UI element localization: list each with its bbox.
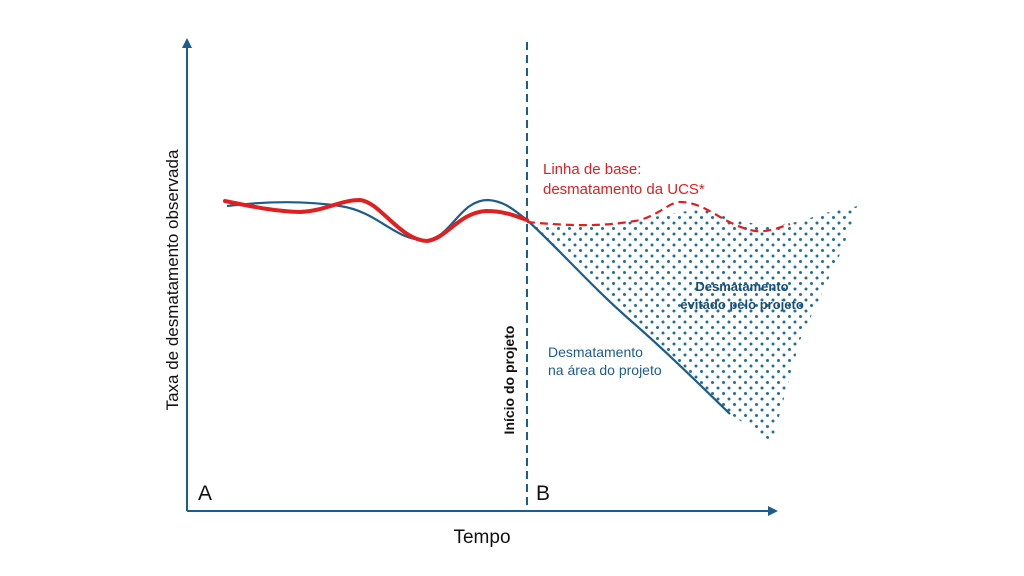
x-axis-arrow-icon	[768, 506, 778, 516]
project-deforestation-line	[226, 198, 731, 415]
avoided-label-line2: evitado pelo projeto	[680, 297, 804, 312]
baseline-projection-line	[526, 200, 791, 233]
project-start-label: Início do projeto	[501, 325, 517, 435]
y-axis-arrow-icon	[182, 38, 192, 48]
y-axis-label: Taxa de desmatamento observada	[163, 149, 182, 411]
project-label-line1: Desmatamento	[548, 344, 643, 360]
baseline-label: Linha de base: desmatamento da UCS*	[543, 160, 705, 200]
baseline-observed-line	[223, 197, 529, 244]
avoided-deforestation-label: Desmatamento evitado pelo projeto	[680, 278, 804, 314]
x-axis-label: Tempo	[453, 527, 511, 548]
avoided-deforestation-area	[527, 206, 858, 442]
avoided-label-line1: Desmatamento	[695, 279, 789, 294]
baseline-label-line2: desmatamento da UCS*	[543, 181, 705, 198]
point-a-label: A	[198, 482, 213, 505]
baseline-label-line1: Linha de base:	[543, 161, 642, 178]
point-b-label: B	[536, 482, 551, 505]
project-deforestation-label: Desmatamento na área do projeto	[548, 343, 662, 379]
project-label-line2: na área do projeto	[548, 362, 662, 378]
